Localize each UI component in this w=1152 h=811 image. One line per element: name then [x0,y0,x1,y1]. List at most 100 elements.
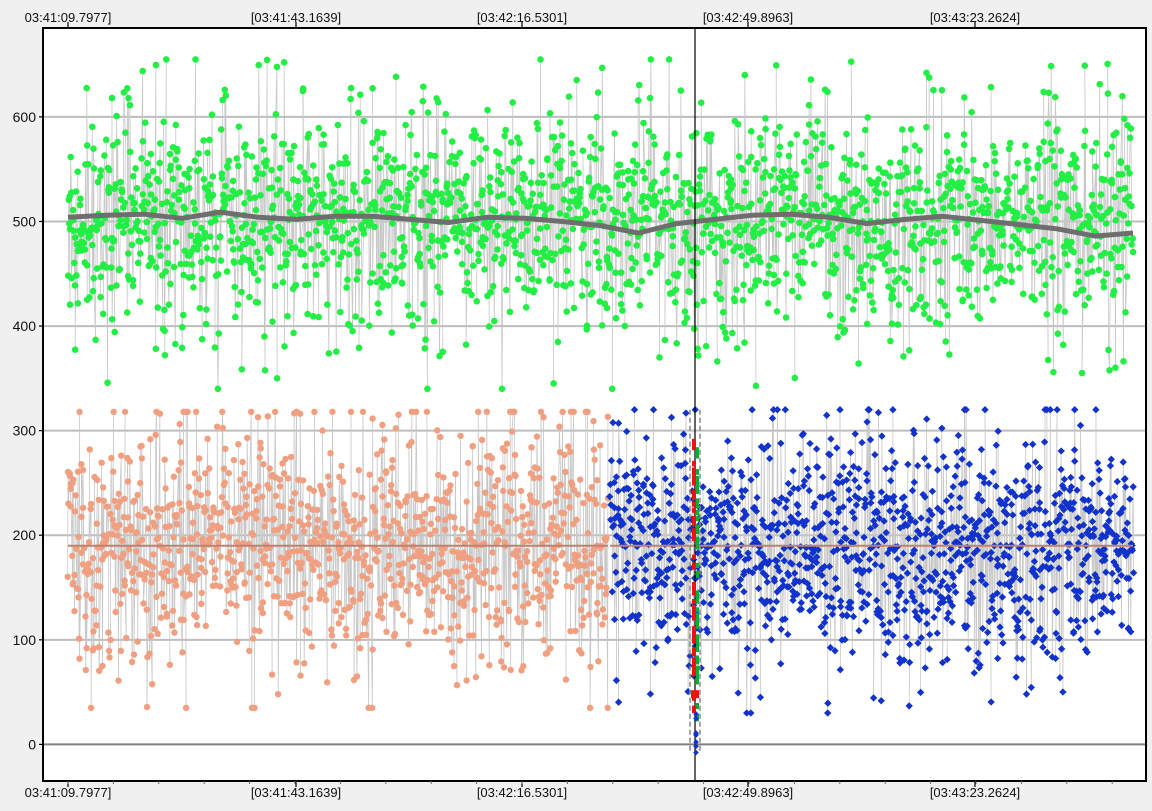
data-point-top [1108,179,1116,187]
data-point-lower-before [137,571,144,578]
data-point-top [328,164,336,171]
data-point-lower-before [582,562,589,569]
marker-green [696,590,699,596]
data-point-top [1027,197,1034,205]
data-point-top [540,261,547,269]
data-point-lower-before [355,467,363,474]
data-point-top [457,190,464,197]
data-point-top [1115,276,1123,284]
data-point-lower-before [517,532,524,539]
data-point-top [992,170,1000,177]
data-point-lower-before [320,591,328,598]
data-point-top [93,265,101,272]
data-point-top [1103,270,1110,278]
data-point-top [122,221,130,229]
data-point-top [394,164,402,172]
data-point-lower-before [75,533,82,540]
marker-red [692,598,696,604]
data-point-top [801,193,808,200]
data-point-top [748,200,755,208]
data-point-lower-after [699,483,707,491]
data-point-lower-after [623,585,631,594]
data-point-top [509,99,516,106]
data-point-top [632,259,640,266]
data-point-top [377,146,385,153]
data-point-top [766,200,774,208]
data-point-top [672,286,680,294]
data-point-top [311,198,319,205]
data-point-lower-before [507,507,515,514]
data-point-top [367,279,374,286]
data-point-lower-before [415,527,422,534]
data-point-lower-before [224,570,231,577]
data-point-top [320,191,327,198]
data-point-lower-before [457,432,464,440]
data-point-top [268,166,275,174]
data-point-lower-before [531,567,538,574]
data-point-lower-before [117,647,125,655]
data-point-top [485,222,493,229]
data-point-top [910,200,918,207]
data-point-top [719,308,727,316]
data-point-top [1084,270,1091,277]
data-point-lower-before [379,421,386,429]
data-point-top [518,231,526,238]
data-point-lower-before [601,614,608,621]
data-point-top [467,211,475,218]
data-point-lower-before [305,521,312,528]
data-point-lower-before [184,563,191,570]
data-point-top [791,185,799,192]
data-point-lower-before [261,553,269,560]
data-point-top [1064,261,1071,269]
data-point-top [484,106,491,114]
data-point-lower-before [434,427,441,434]
data-point-lower-before [347,408,355,415]
data-point-top [745,158,752,166]
data-point-top [804,167,812,175]
data-point-top [178,344,186,352]
data-point-top [816,174,824,182]
data-point-top [328,218,336,226]
data-point-lower-before [226,549,234,556]
data-point-top [1100,283,1108,291]
data-point-top [825,291,832,298]
data-point-lower-after [646,588,654,596]
data-point-lower-before [260,461,267,468]
data-point-top [1062,194,1069,201]
data-point-lower-after [639,526,647,535]
data-point-top [816,217,823,225]
marker-green [696,516,699,522]
data-point-lower-before [291,534,299,541]
data-point-top [448,194,455,201]
data-point-top [947,157,955,165]
data-point-top [374,300,382,308]
data-point-lower-before [383,628,390,635]
data-point-top [234,235,242,243]
data-point-lower-before [540,637,547,644]
data-point-top [424,385,431,393]
data-point-top [535,277,542,285]
marker-red [692,657,696,663]
data-point-lower-before [440,588,447,595]
data-point-lower-before [547,592,554,600]
data-point-top [118,188,126,196]
data-point-lower-before [200,545,207,553]
data-point-top [684,240,691,248]
data-point-top [74,168,81,175]
data-point-top [322,202,329,210]
data-point-top [700,297,707,305]
data-point-top [297,194,304,202]
data-point-top [144,172,152,180]
data-point-top [919,255,927,263]
data-point-top [331,198,339,206]
data-point-lower-before [253,507,260,515]
data-point-lower-before [557,527,565,534]
data-point-lower-after [644,499,652,507]
data-point-lower-before [571,487,578,494]
marker-red [692,535,696,541]
data-point-top [756,134,764,142]
data-point-lower-before [550,545,557,552]
data-point-lower-before [554,489,561,496]
data-point-top [390,248,398,255]
data-point-top [273,63,281,71]
